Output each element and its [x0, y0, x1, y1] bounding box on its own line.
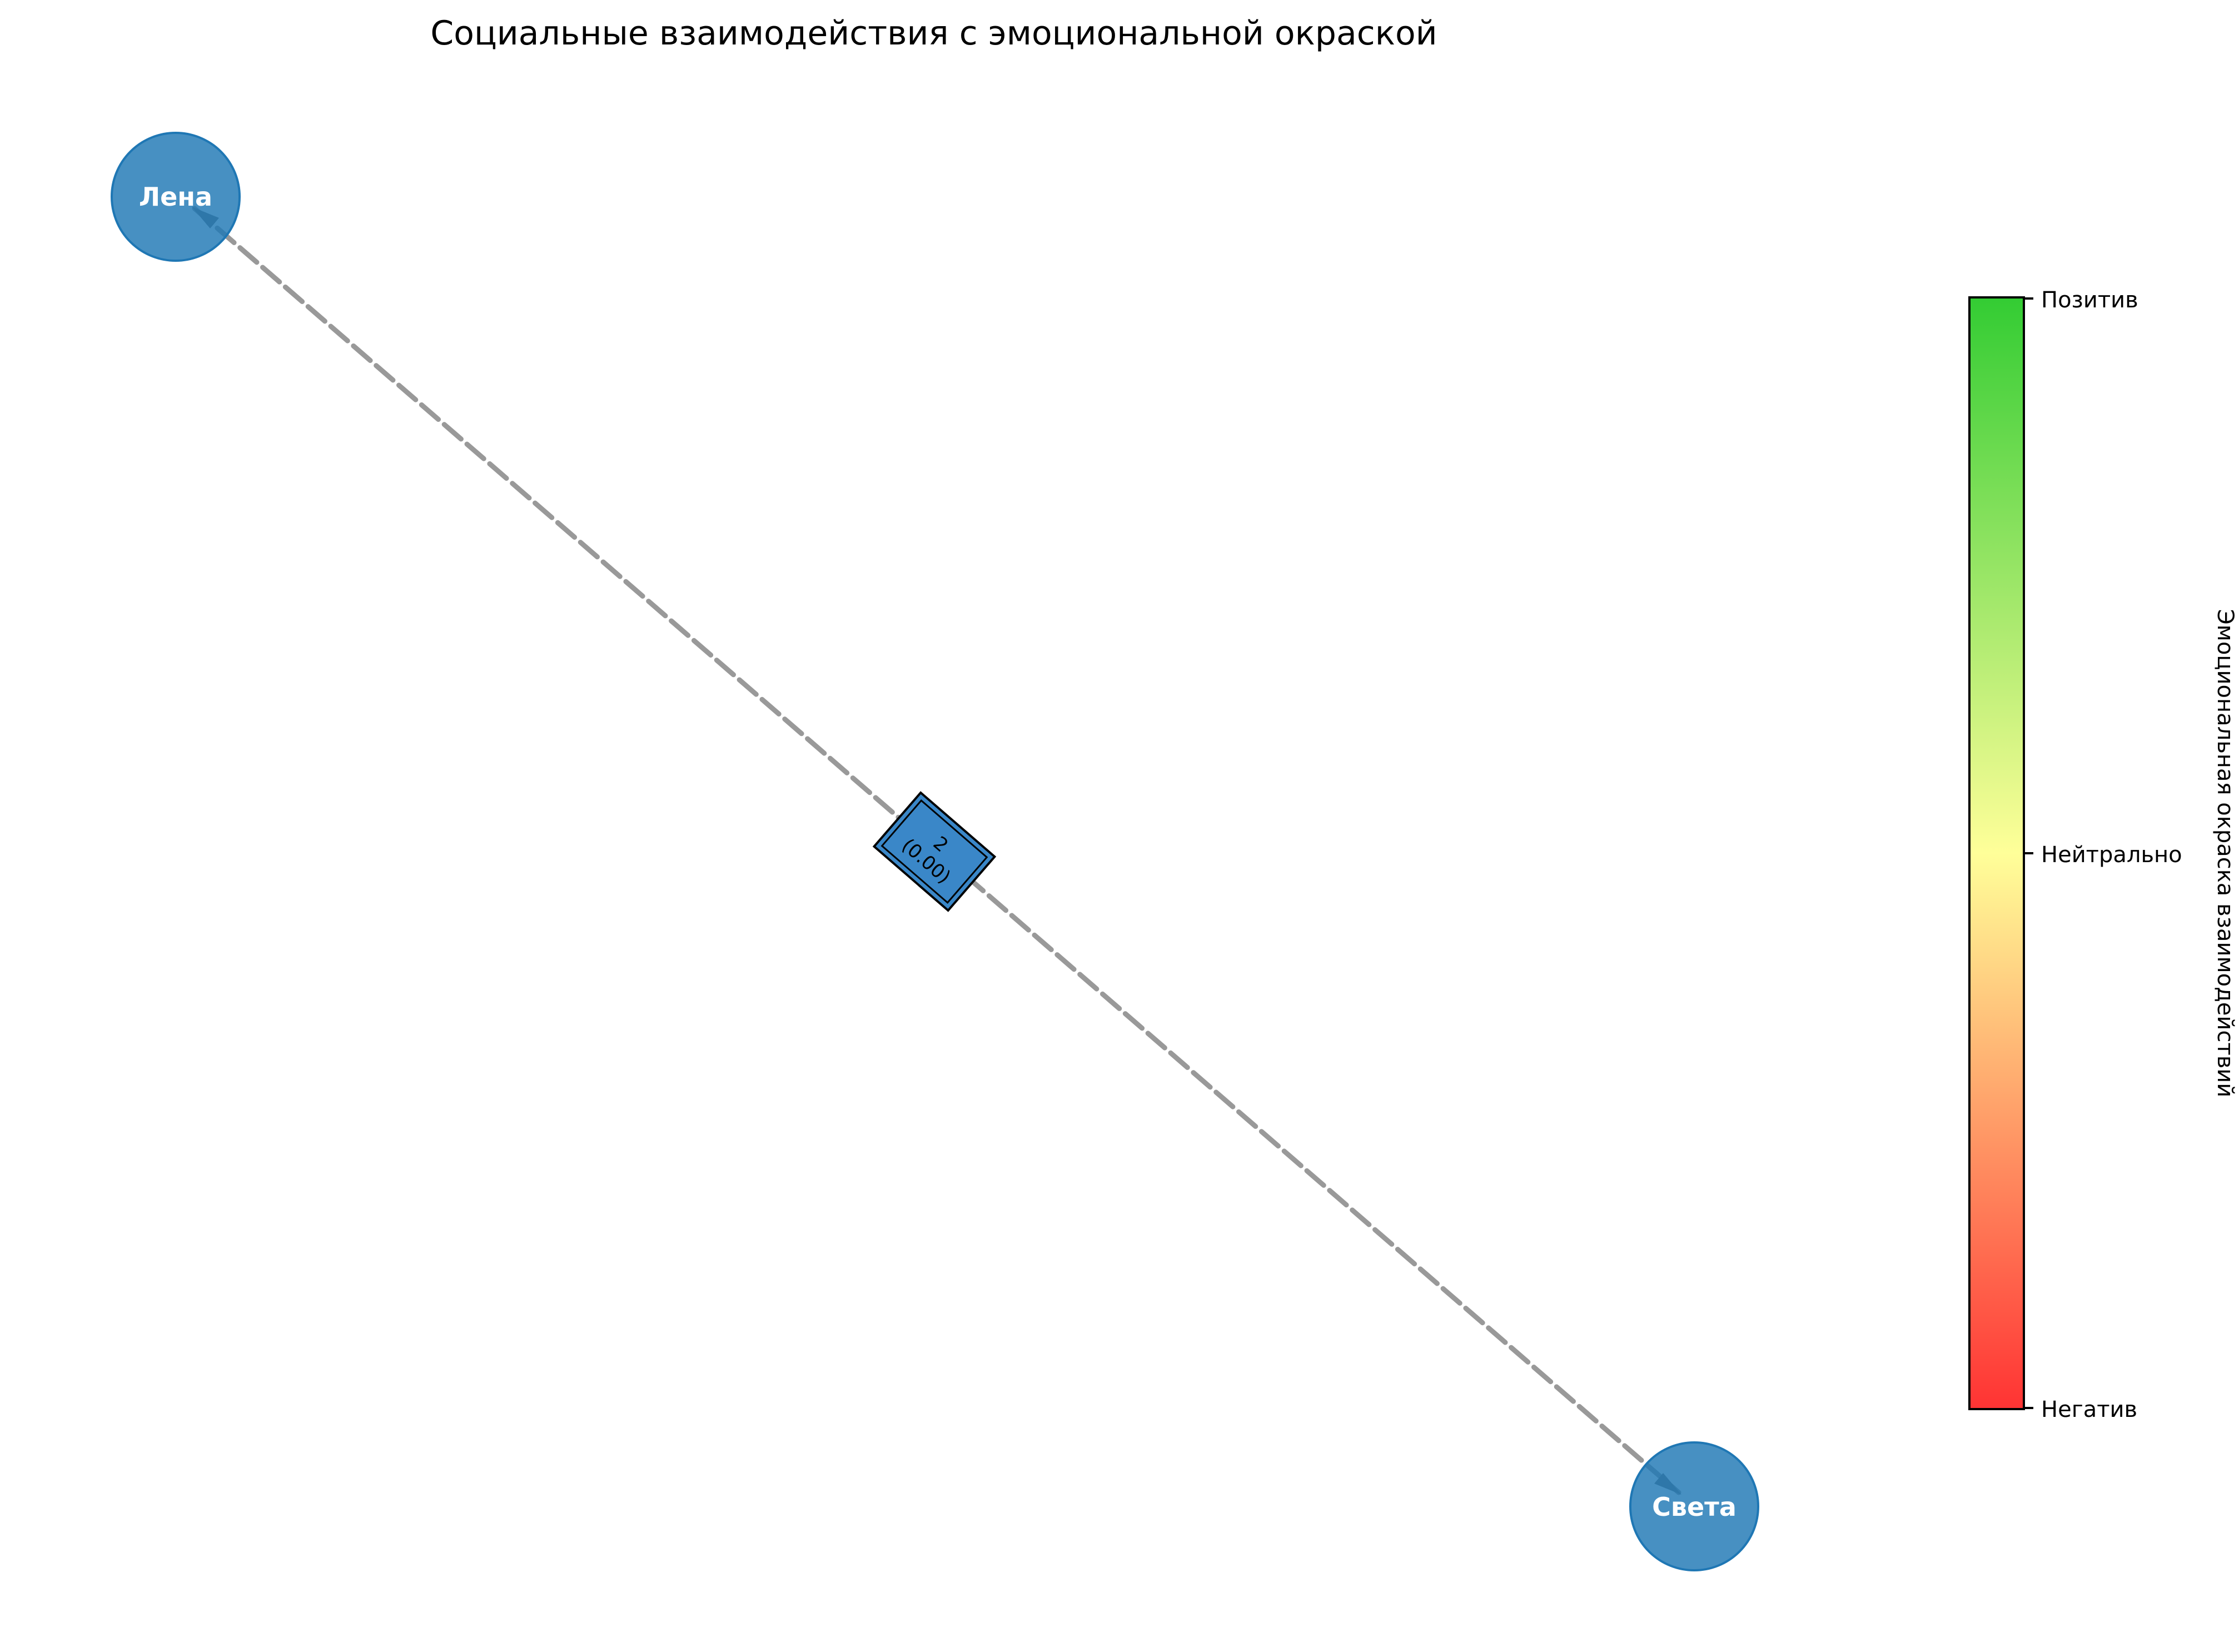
colorbar-tick-negative: Негатив	[2041, 1397, 2137, 1422]
colorbar: Позитив Нейтрально Негатив Эмоциональная…	[1968, 287, 2238, 1422]
node-lena: Лена	[111, 132, 241, 262]
node-label: Света	[1652, 1492, 1737, 1522]
colorbar-gradient	[1968, 296, 2025, 1410]
node-label: Лена	[139, 182, 212, 212]
colorbar-tick-positive: Позитив	[2041, 287, 2138, 313]
node-sveta: Света	[1629, 1441, 1759, 1571]
colorbar-label: Эмоциональная окраска взаимодействий	[2212, 609, 2238, 1098]
chart-title: Социальные взаимодействия с эмоционально…	[430, 14, 1437, 53]
colorbar-tick-neutral: Нейтрально	[2041, 842, 2182, 868]
